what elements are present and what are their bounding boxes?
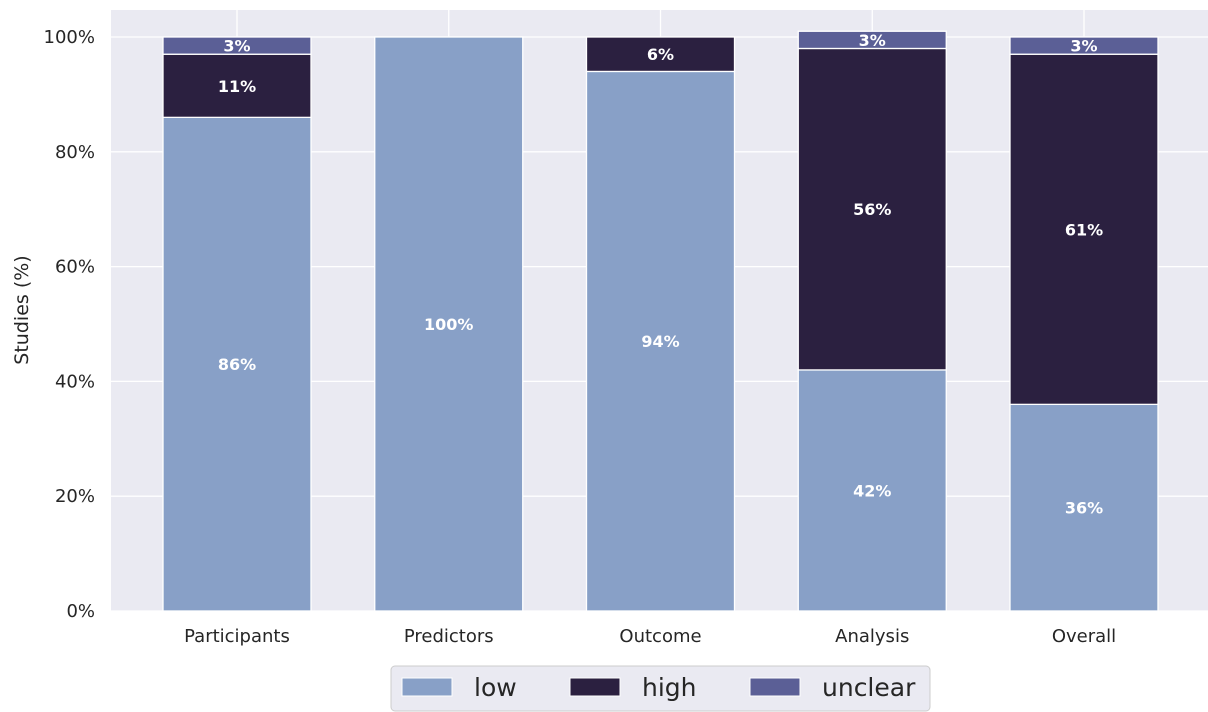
y-axis-ticks: 0% 20% 40% 60% 80% 100%: [44, 27, 95, 622]
y-tick-label: 100%: [44, 27, 95, 48]
y-tick-label: 40%: [55, 371, 95, 392]
x-tick-label: Overall: [1052, 626, 1116, 647]
bar-label-unclear-analysis: 3%: [859, 31, 886, 50]
legend-label-high: high: [642, 673, 697, 702]
y-tick-label: 80%: [55, 142, 95, 163]
bars: [162, 30, 1159, 612]
bar-unclear-participants: [162, 36, 312, 55]
bar-low-predictors: [374, 36, 524, 612]
bar-label-unclear-participants: 3%: [223, 37, 250, 56]
legend-swatch-unclear: [749, 677, 801, 697]
bar-low-analysis: [797, 369, 947, 612]
bar-high-participants: [162, 53, 312, 119]
bar-label-high-overall: 61%: [1065, 220, 1103, 239]
bar-label-high-participants: 11%: [218, 77, 256, 96]
bar-low-outcome: [585, 70, 736, 612]
bar-label-unclear-overall: 3%: [1070, 37, 1097, 56]
bar-label-low-participants: 86%: [218, 355, 256, 374]
x-axis-ticks: Participants Predictors Outcome Analysis Ove…: [184, 626, 1116, 647]
bar-label-high-analysis: 56%: [853, 200, 891, 219]
x-tick-label: Outcome: [619, 626, 701, 647]
bar-unclear-analysis: [797, 30, 947, 50]
legend-label-unclear: unclear: [822, 673, 916, 702]
y-tick-label: 20%: [55, 486, 95, 507]
legend-frame: [390, 665, 931, 712]
bar-high-overall: [1009, 53, 1159, 406]
bar-label-low-predictors: 100%: [424, 315, 473, 334]
legend: low high unclear: [390, 665, 931, 712]
legend-swatch-low: [401, 677, 453, 697]
bar-low-participants: [162, 116, 312, 612]
y-axis-title: Studies (%): [11, 255, 33, 364]
x-tick-label: Participants: [184, 626, 290, 647]
bar-high-outcome: [585, 36, 736, 73]
y-tick-label: 60%: [55, 257, 95, 278]
bar-unclear-overall: [1009, 36, 1159, 55]
bar-label-low-outcome: 94%: [641, 332, 679, 351]
legend-label-low: low: [474, 673, 517, 702]
bar-value-labels: 86% 11% 3% 100% 94% 6% 42% 56% 3% 36% 61% 3%: [218, 31, 1103, 518]
bar-low-overall: [1009, 403, 1159, 612]
x-tick-label: Predictors: [404, 626, 494, 647]
legend-swatch-high: [569, 677, 621, 697]
bar-label-low-overall: 36%: [1065, 499, 1103, 518]
bar-label-high-outcome: 6%: [647, 45, 674, 64]
x-tick-label: Analysis: [835, 626, 909, 647]
y-tick-label: 0%: [66, 601, 95, 622]
bar-label-low-analysis: 42%: [853, 481, 891, 500]
